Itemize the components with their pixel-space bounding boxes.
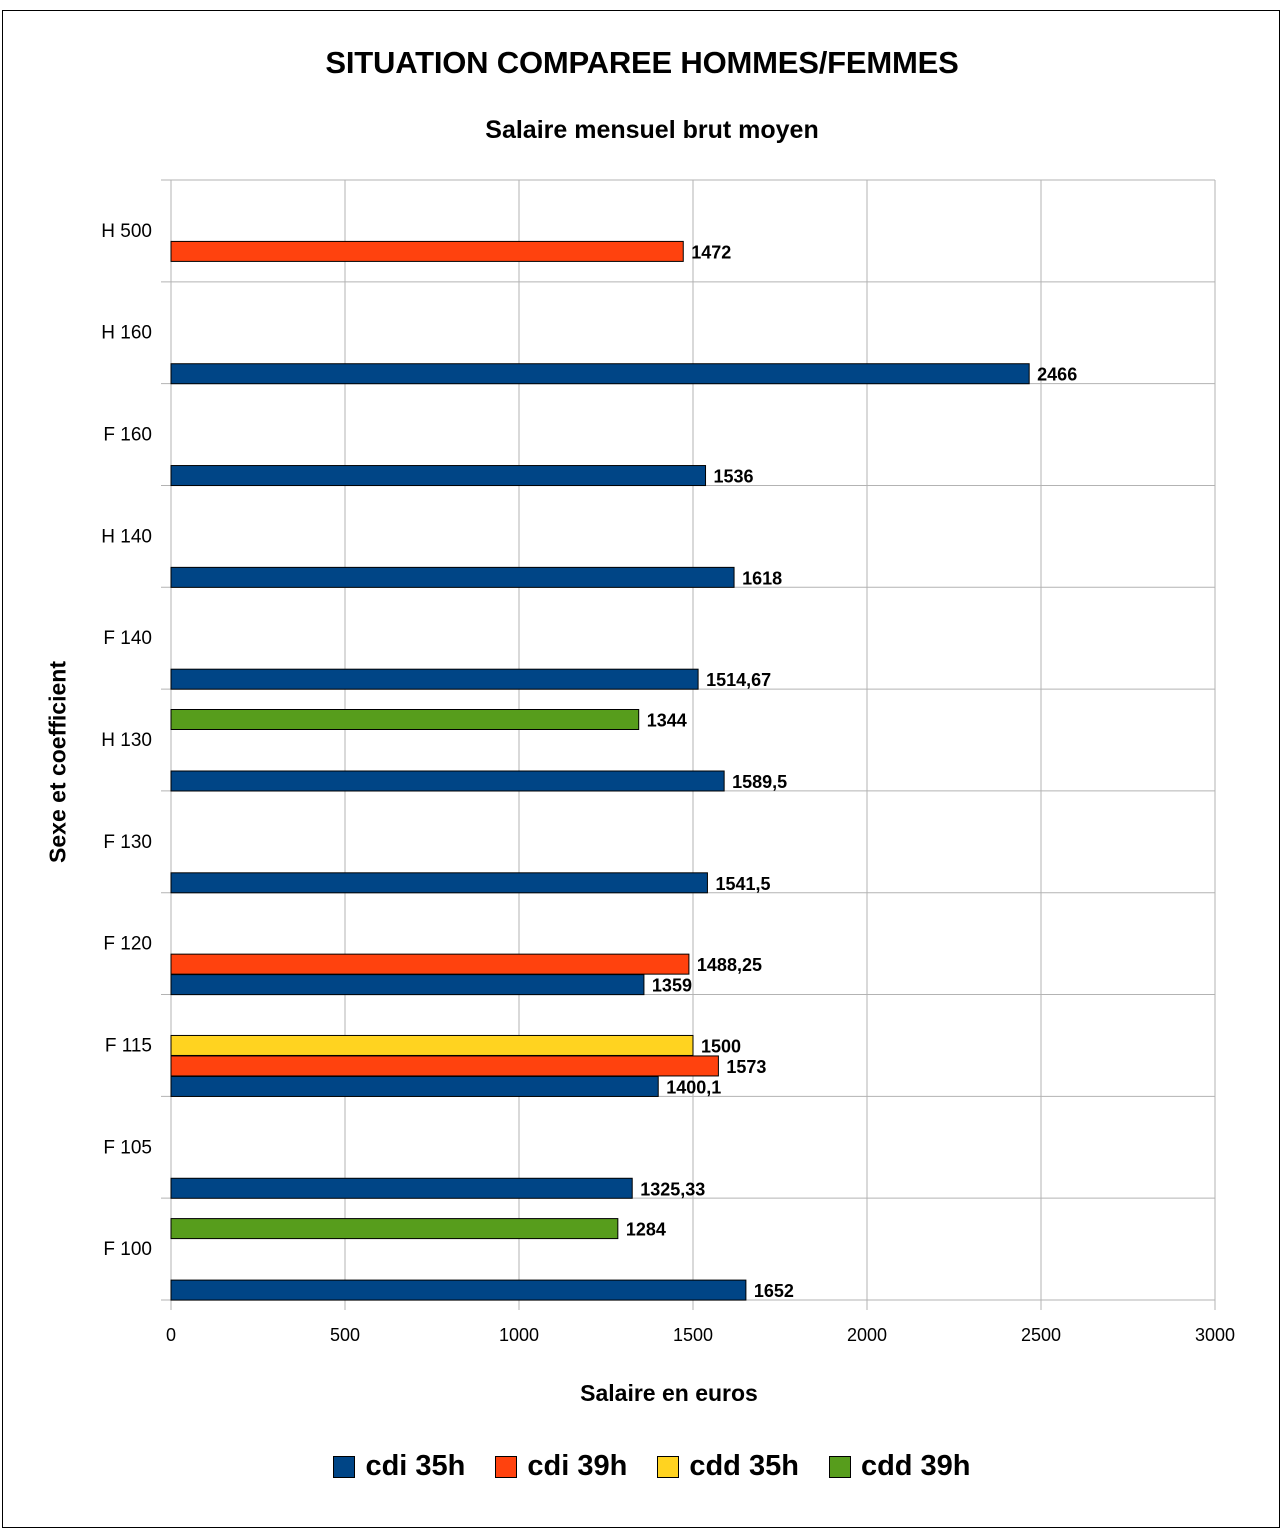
data-label: 1472 xyxy=(691,242,731,262)
data-label: 1488,25 xyxy=(697,955,762,975)
bar xyxy=(170,1055,719,1077)
bar xyxy=(170,1279,747,1301)
legend-label: cdd 39h xyxy=(860,1450,971,1482)
y-tick-label: F 140 xyxy=(103,628,152,649)
legend-swatch xyxy=(495,1455,518,1478)
x-tick-label: 1000 xyxy=(499,1325,539,1345)
bar xyxy=(170,872,708,894)
y-tick-label: F 130 xyxy=(103,832,152,853)
data-label: 1618 xyxy=(742,568,782,588)
x-tick-label: 1500 xyxy=(673,1325,713,1345)
bar xyxy=(170,709,640,730)
x-tick-label: 2000 xyxy=(847,1325,887,1345)
x-tick-label: 0 xyxy=(166,1325,176,1345)
legend-item: cdi 39h xyxy=(495,1450,627,1483)
bar xyxy=(170,668,699,690)
data-label: 1284 xyxy=(626,1220,666,1240)
chart-title: SITUATION COMPAREE HOMMES/FEMMES xyxy=(325,45,959,80)
bar xyxy=(170,240,684,262)
data-label: 1325,33 xyxy=(640,1179,705,1199)
legend-item: cdi 35h xyxy=(333,1450,465,1483)
data-label: 1589,5 xyxy=(732,772,787,792)
legend-swatch xyxy=(333,1455,356,1478)
bar xyxy=(170,1218,619,1240)
y-tick-label: F 120 xyxy=(103,934,152,955)
data-label: 1359 xyxy=(652,976,692,996)
bar xyxy=(170,465,707,487)
x-tick-label: 3000 xyxy=(1195,1325,1235,1345)
legend-swatch xyxy=(828,1455,851,1478)
legend-item: cdd 39h xyxy=(828,1450,971,1483)
data-label: 1344 xyxy=(647,711,687,731)
chart-frame xyxy=(2,10,1280,1528)
bar xyxy=(170,974,645,996)
legend-label: cdd 35h xyxy=(689,1450,799,1482)
data-label: 1500 xyxy=(701,1036,741,1056)
x-tick-label: 2500 xyxy=(1021,1325,1061,1345)
legend-label: cdi 35h xyxy=(365,1450,466,1482)
bar xyxy=(170,566,735,588)
x-tick-label: 500 xyxy=(330,1325,360,1345)
data-label: 1652 xyxy=(754,1281,794,1301)
data-label: 1573 xyxy=(726,1057,766,1077)
y-tick-label: F 115 xyxy=(105,1035,152,1056)
data-label: 1536 xyxy=(714,467,754,487)
bar xyxy=(170,1075,659,1097)
data-label: 1541,5 xyxy=(715,874,770,894)
bar xyxy=(170,363,1030,385)
bar xyxy=(170,1034,694,1056)
y-tick-label: H 130 xyxy=(101,730,152,751)
y-tick-label: F 105 xyxy=(103,1137,152,1158)
legend-item: cdd 35h xyxy=(657,1450,799,1483)
legend-label: cdi 39h xyxy=(527,1450,628,1482)
bar xyxy=(170,1177,633,1199)
chart-legend: cdi 35h cdi 39h cdd 35h cdd 39h xyxy=(0,1450,1284,1483)
y-tick-label: H 500 xyxy=(101,221,152,242)
y-tick-label: H 160 xyxy=(101,323,152,344)
data-label: 1514,67 xyxy=(706,670,771,690)
legend-swatch xyxy=(657,1455,680,1478)
chart-subtitle: Salaire mensuel brut moyen xyxy=(485,116,819,144)
y-tick-label: H 140 xyxy=(101,526,152,547)
bar xyxy=(170,770,725,792)
data-label: 2466 xyxy=(1037,365,1077,385)
x-axis-label: Salaire en euros xyxy=(580,1380,758,1406)
bar xyxy=(170,953,690,975)
y-tick-label: F 160 xyxy=(103,425,152,446)
data-label: 1400,1 xyxy=(666,1077,721,1097)
y-tick-label: F 100 xyxy=(103,1239,152,1260)
